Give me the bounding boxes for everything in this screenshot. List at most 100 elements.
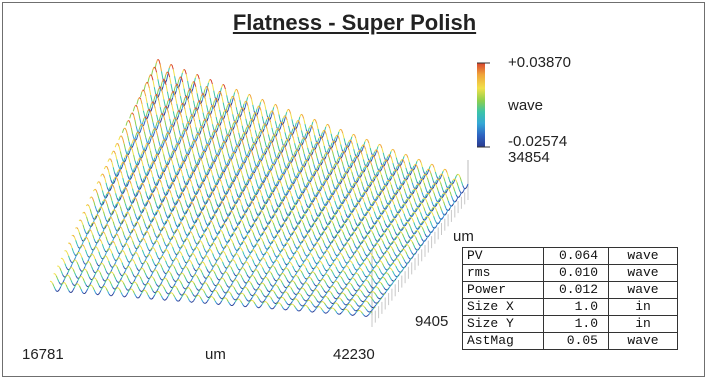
- surface-segment: [112, 221, 115, 227]
- surface-segment: [231, 154, 234, 159]
- surface-segment: [359, 191, 362, 196]
- surface-segment: [370, 263, 373, 267]
- surface-segment: [290, 232, 293, 236]
- surface-segment: [238, 168, 241, 171]
- surface-segment: [282, 157, 285, 163]
- surface-segment: [129, 216, 132, 222]
- surface-segment: [89, 209, 92, 214]
- surface-segment: [380, 234, 383, 238]
- surface-segment: [451, 182, 455, 185]
- surface-segment: [260, 232, 263, 236]
- surface-segment: [185, 95, 188, 98]
- surface-segment: [104, 177, 107, 183]
- surface-segment: [216, 154, 219, 158]
- surface-segment: [301, 220, 304, 224]
- surface-segment: [177, 124, 180, 131]
- surface-segment: [329, 195, 333, 200]
- surface-segment: [203, 233, 206, 236]
- surface-segment: [312, 192, 315, 196]
- surface-segment: [421, 238, 424, 242]
- surface-segment: [130, 183, 133, 189]
- surface-segment: [350, 187, 353, 189]
- surface-segment: [229, 98, 232, 105]
- surface-segment: [304, 226, 307, 231]
- surface-segment: [119, 135, 122, 137]
- surface-segment: [190, 146, 193, 150]
- surface-segment: [200, 226, 204, 230]
- surface-segment: [382, 185, 385, 190]
- surface-segment: [376, 242, 379, 245]
- surface-segment: [388, 154, 391, 156]
- surface-segment: [405, 222, 408, 226]
- surface-segment: [195, 217, 198, 220]
- surface-segment: [330, 245, 334, 249]
- surface-segment: [297, 150, 300, 156]
- surface-segment: [182, 215, 185, 218]
- surface-segment: [178, 221, 181, 224]
- surface-segment: [423, 173, 426, 176]
- surface-segment: [208, 146, 211, 152]
- surface-segment: [278, 114, 281, 121]
- surface-segment: [381, 214, 384, 218]
- surface-segment: [214, 99, 218, 105]
- surface-segment: [415, 189, 418, 194]
- surface-segment: [238, 194, 241, 199]
- surface-segment: [232, 204, 235, 207]
- surface-segment: [242, 236, 245, 240]
- surface-segment: [155, 235, 158, 239]
- surface-segment: [163, 164, 167, 169]
- surface-segment: [229, 238, 232, 241]
- surface-segment: [192, 171, 196, 175]
- surface-segment: [313, 205, 316, 210]
- surface-segment: [197, 113, 200, 121]
- surface-segment: [436, 201, 438, 204]
- surface-segment: [228, 172, 232, 178]
- surface-segment: [239, 191, 242, 195]
- surface-segment: [369, 183, 372, 187]
- surface-segment: [214, 163, 217, 169]
- surface-segment: [323, 227, 327, 231]
- surface-segment: [229, 182, 233, 186]
- surface-segment: [403, 236, 406, 241]
- surface-segment: [447, 176, 451, 182]
- surface-segment: [124, 165, 127, 171]
- surface-segment: [382, 255, 385, 257]
- surface-segment: [240, 219, 243, 222]
- surface-segment: [289, 188, 292, 191]
- surface-segment: [365, 242, 368, 247]
- surface-segment: [245, 207, 249, 210]
- surface-segment: [408, 235, 411, 239]
- surface-segment: [142, 233, 145, 236]
- surface-segment: [184, 230, 187, 235]
- surface-segment: [251, 197, 254, 202]
- surface-segment: [200, 157, 203, 161]
- surface-segment: [184, 200, 188, 205]
- surface-segment: [338, 224, 341, 228]
- surface-segment: [363, 258, 366, 262]
- surface-segment: [271, 216, 275, 219]
- surface-segment: [192, 195, 196, 198]
- surface-segment: [102, 174, 106, 178]
- surface-segment: [180, 221, 183, 224]
- surface-segment: [235, 204, 238, 209]
- surface-segment: [188, 141, 191, 147]
- surface-segment: [352, 215, 355, 220]
- surface-segment: [382, 187, 386, 191]
- surface-segment: [139, 127, 142, 133]
- surface-segment: [135, 104, 138, 108]
- surface-segment: [123, 143, 126, 150]
- surface-segment: [324, 227, 327, 231]
- surface-segment: [268, 118, 272, 123]
- surface-segment: [417, 207, 420, 210]
- surface-segment: [269, 215, 272, 219]
- surface-segment: [304, 162, 307, 167]
- surface-segment: [181, 69, 185, 73]
- surface-segment: [355, 209, 359, 214]
- surface-segment: [183, 88, 186, 96]
- surface-segment: [420, 225, 423, 228]
- surface-segment: [276, 139, 279, 146]
- surface-segment: [223, 204, 226, 210]
- surface-segment: [165, 135, 169, 140]
- surface-segment: [448, 188, 451, 193]
- surface-segment: [204, 175, 207, 180]
